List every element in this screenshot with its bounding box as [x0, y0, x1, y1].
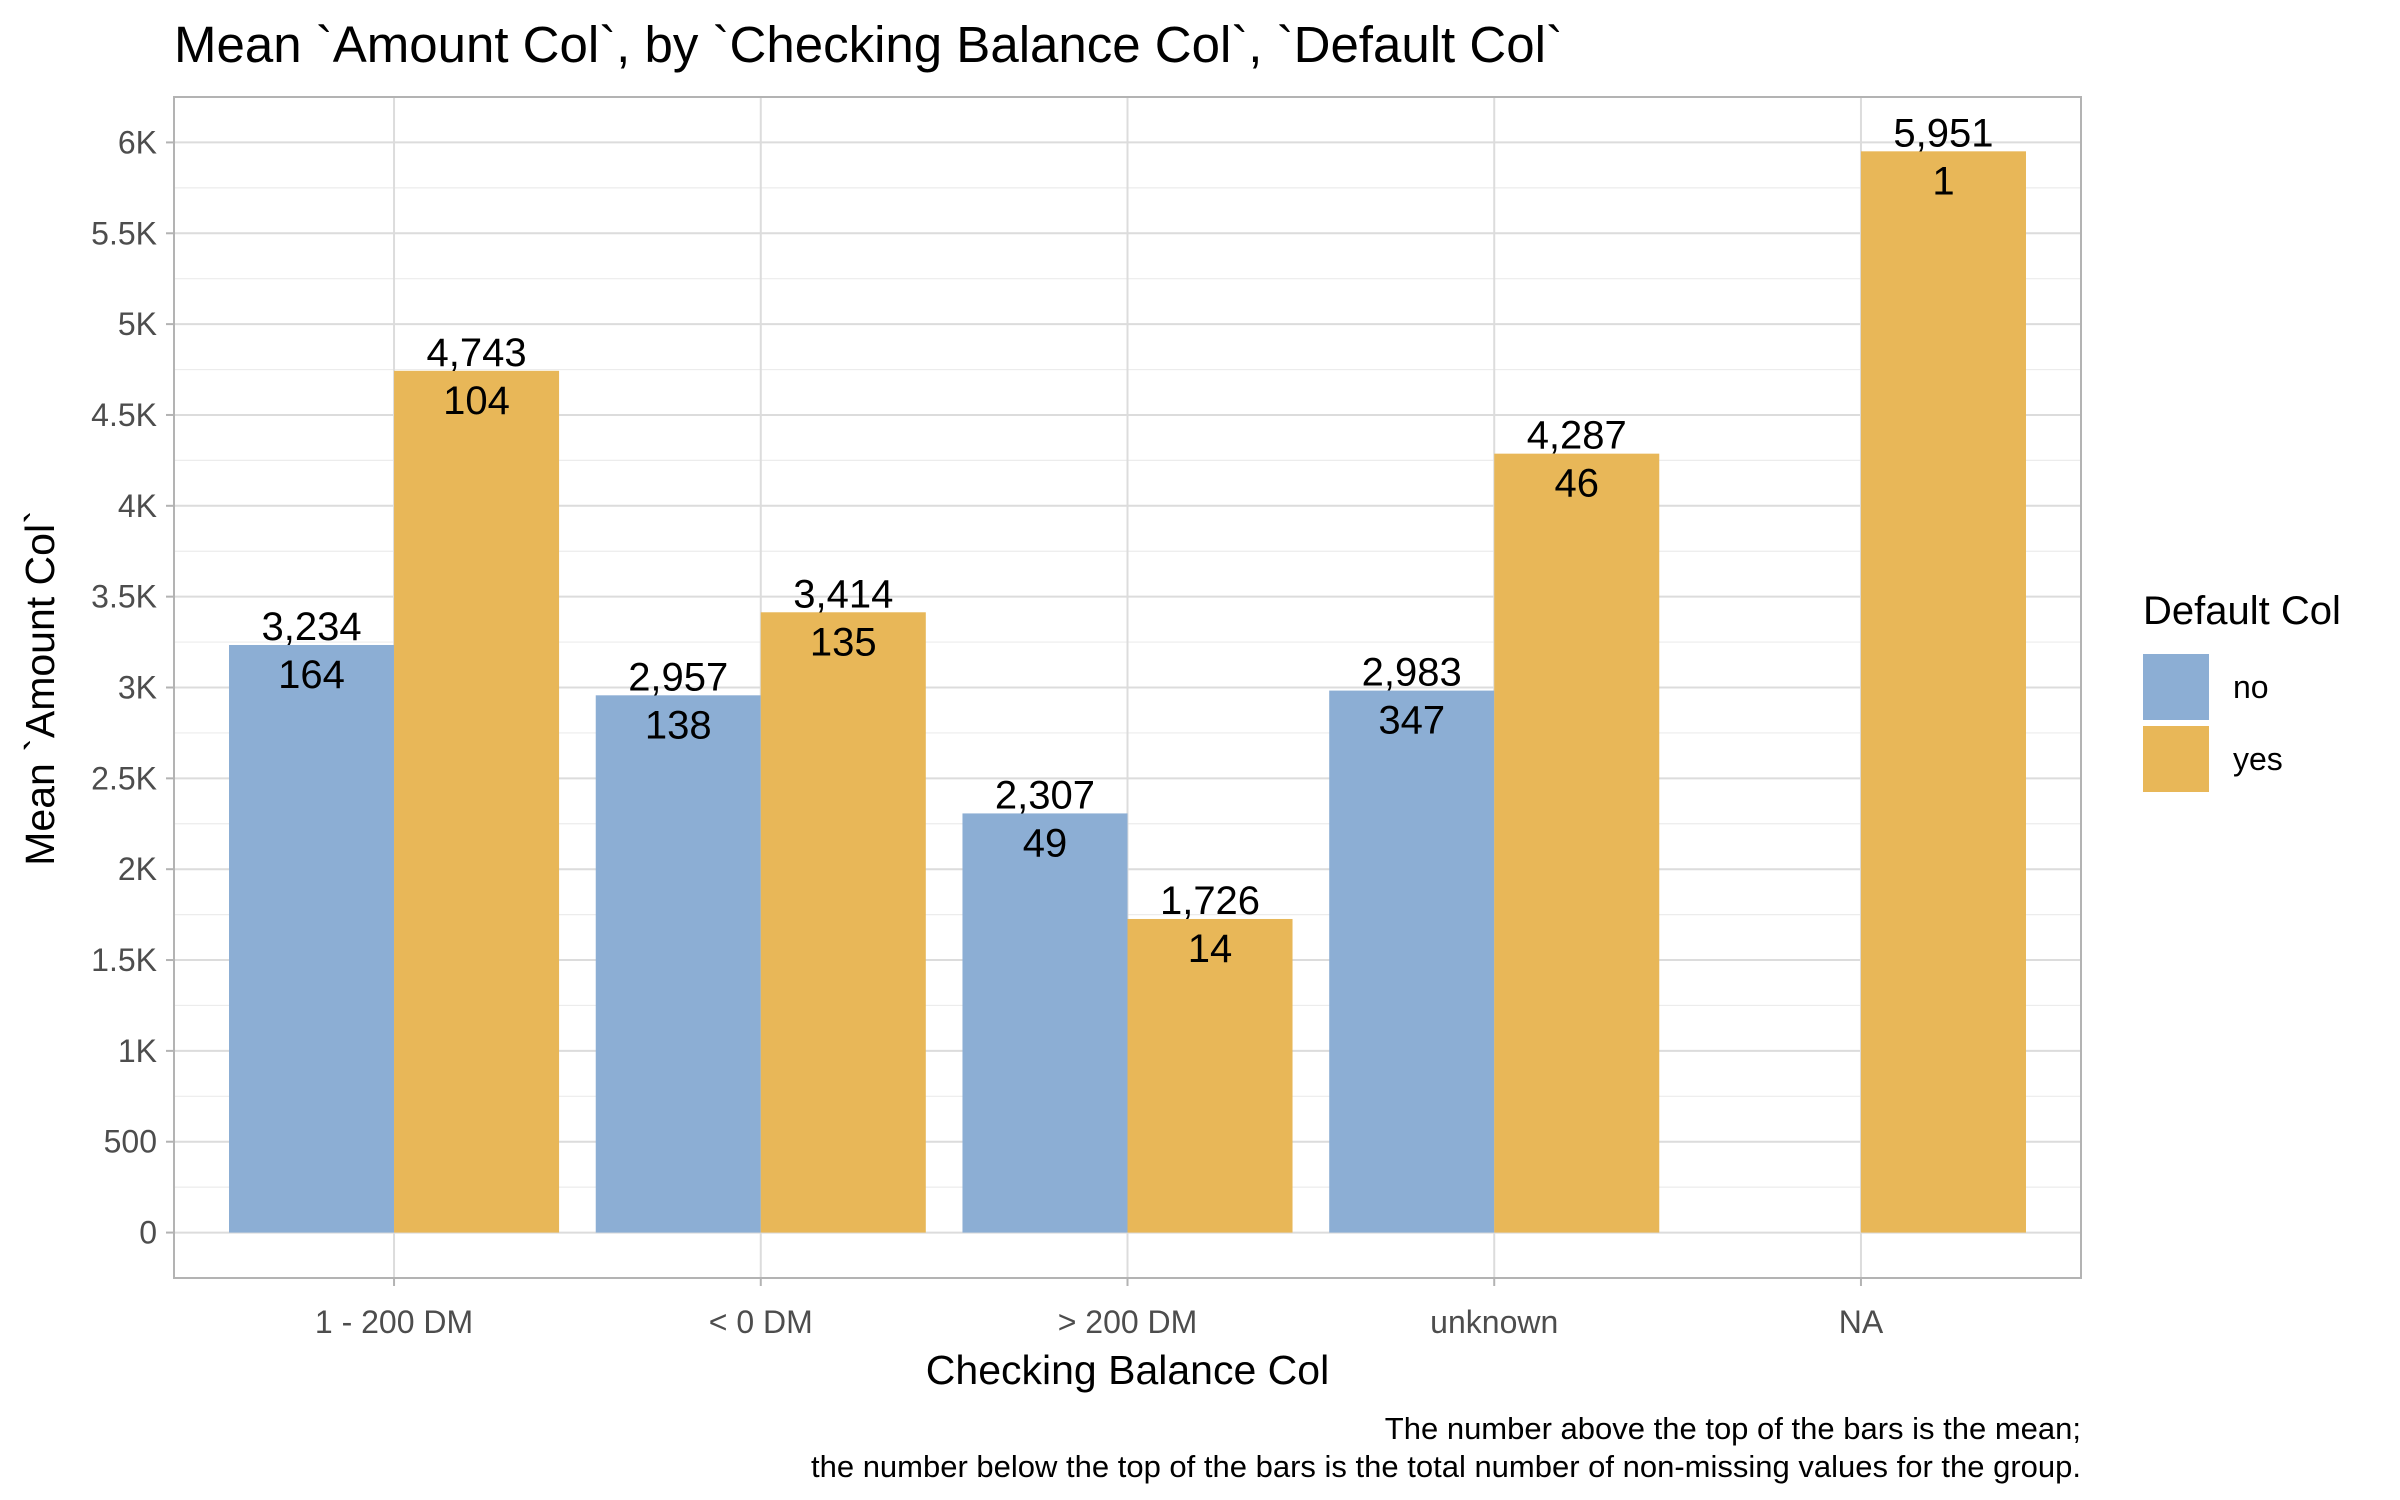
bar-mean-label: 1,726	[1160, 879, 1260, 923]
bar-no-3	[1329, 690, 1495, 1233]
legend-label-yes: yes	[2233, 741, 2283, 777]
bar-yes-1	[760, 612, 926, 1233]
caption-line-1: The number above the top of the bars is …	[1385, 1411, 2081, 1446]
y-tick-label: 4K	[118, 488, 157, 524]
bar-mean-label: 3,414	[793, 572, 893, 616]
bar-yes-4	[1860, 151, 2026, 1233]
bar-mean-label: 2,957	[628, 655, 728, 699]
legend-key-no	[2143, 654, 2209, 720]
bar-count-label: 164	[278, 653, 345, 697]
y-tick-label: 2.5K	[91, 760, 157, 796]
x-tick-label: > 200 DM	[1058, 1304, 1198, 1340]
bar-count-label: 1	[1932, 159, 1954, 203]
bar-count-label: 14	[1188, 927, 1233, 971]
bar-no-2	[962, 813, 1128, 1233]
y-tick-label: 2K	[118, 851, 157, 887]
bar-yes-3	[1494, 453, 1660, 1233]
legend-label-no: no	[2233, 669, 2269, 705]
chart-title: Mean `Amount Col`, by `Checking Balance …	[174, 16, 1563, 73]
bar-count-label: 49	[1023, 821, 1068, 865]
y-axis-title: Mean `Amount Col`	[17, 510, 63, 865]
bar-count-label: 135	[810, 620, 877, 664]
bar-mean-label: 3,234	[261, 605, 361, 649]
bar-mean-label: 5,951	[1893, 111, 1993, 155]
y-tick-label: 500	[104, 1124, 157, 1160]
y-tick-label: 4.5K	[91, 397, 157, 433]
bar-count-label: 347	[1378, 699, 1445, 743]
y-axis: 0 500 1K 1.5K 2K 2.5K 3K 3.5K 4K 4.5K 5K 5.5K 6K	[91, 124, 174, 1251]
x-tick-label: 1 - 200 DM	[315, 1304, 473, 1340]
x-tick-label: unknown	[1430, 1304, 1558, 1340]
legend-key-yes	[2143, 726, 2209, 792]
bar-mean-label: 4,743	[426, 331, 526, 375]
bar-no-1	[595, 695, 761, 1233]
x-axis-title: Checking Balance Col	[926, 1347, 1329, 1393]
bar-mean-label: 4,287	[1527, 414, 1627, 458]
x-axis: 1 - 200 DM < 0 DM > 200 DM unknown NA	[315, 1278, 1884, 1340]
y-tick-label: 0	[139, 1215, 157, 1251]
y-tick-label: 3K	[118, 670, 157, 706]
bars	[229, 151, 2026, 1233]
y-tick-label: 5.5K	[91, 215, 157, 251]
x-tick-label: < 0 DM	[709, 1304, 813, 1340]
y-tick-label: 1.5K	[91, 942, 157, 978]
bar-count-label: 138	[645, 703, 712, 747]
y-tick-label: 5K	[118, 306, 157, 342]
y-tick-label: 6K	[118, 124, 157, 160]
bar-mean-label: 2,307	[995, 773, 1095, 817]
y-tick-label: 1K	[118, 1033, 157, 1069]
bar-count-label: 46	[1554, 462, 1599, 506]
y-tick-label: 3.5K	[91, 579, 157, 615]
bar-count-label: 104	[443, 379, 510, 423]
x-tick-label: NA	[1839, 1304, 1884, 1340]
caption-line-2: the number below the top of the bars is …	[811, 1449, 2081, 1484]
bar-yes-0	[394, 370, 560, 1233]
legend: Default Col no yes	[2143, 589, 2341, 792]
legend-title: Default Col	[2143, 589, 2341, 633]
bar-no-0	[229, 644, 395, 1233]
bar-yes-2	[1127, 918, 1293, 1233]
bar-mean-label: 2,983	[1362, 651, 1462, 695]
